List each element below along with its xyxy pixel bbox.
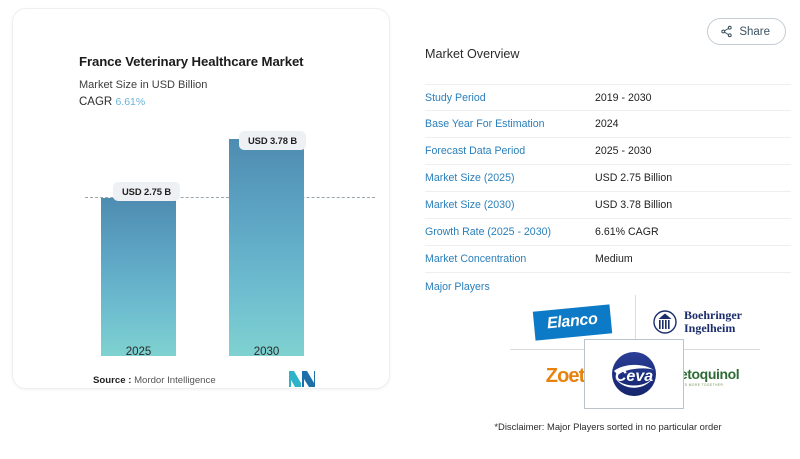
row-value: 6.61% CAGR [595, 226, 659, 238]
row-value: 2025 - 2030 [595, 145, 652, 157]
row-key: Forecast Data Period [425, 145, 526, 157]
right-panel: Share Market Overview Study Period 2019 … [410, 0, 800, 459]
chart-title: France Veterinary Healthcare Market [79, 54, 304, 69]
row-value: 2024 [595, 118, 619, 130]
vetoquinol-tagline: ALWAYS MORE TOGETHER [671, 383, 724, 387]
row-key: Market Concentration [425, 253, 527, 265]
svg-text:Ceva: Ceva [615, 368, 653, 385]
boehringer-text: Boehringer Ingelheim [684, 309, 742, 334]
row-value: USD 2.75 Billion [595, 172, 673, 184]
market-overview-title: Market Overview [425, 47, 520, 61]
bar-2025[interactable] [101, 198, 176, 356]
mordor-intelligence-logo-icon [289, 371, 315, 387]
vetoquinol-text: Vetoquinol [671, 365, 740, 382]
row-key: Growth Rate (2025 - 2030) [425, 226, 552, 238]
cagr-value: 6.61% [115, 96, 146, 108]
x-tick-2025: 2025 [125, 346, 152, 358]
player-cell-ceva: Ceva [584, 339, 684, 409]
bars-container [101, 119, 341, 356]
table-row: Market Size (2025) USD 2.75 Billion [425, 165, 791, 192]
boehringer-line-2: Ingelheim [684, 321, 736, 335]
row-value: USD 3.78 Billion [595, 199, 673, 211]
row-key: Base Year For Estimation [425, 118, 545, 130]
table-row: Market Concentration Medium [425, 246, 791, 273]
market-overview-table: Study Period 2019 - 2030 Base Year For E… [425, 84, 791, 300]
row-value: Medium [595, 253, 633, 265]
boehringer-mark-icon [653, 310, 677, 334]
player-cell-boehringer-ingelheim: Boehringer Ingelheim [635, 295, 760, 349]
source-row: Source : Mordor Intelligence [93, 375, 216, 386]
major-players-grid: Elanco Boehringer Ingelheim [510, 295, 760, 409]
cagr-label: CAGR [79, 96, 113, 108]
share-button-label: Share [739, 25, 770, 38]
bar-label-2030: USD 3.78 B [239, 131, 307, 150]
table-row: Growth Rate (2025 - 2030) 6.61% CAGR [425, 219, 791, 246]
table-row: Market Size (2030) USD 3.78 Billion [425, 192, 791, 219]
elanco-logo-icon: Elanco [532, 303, 613, 341]
row-key: Market Size (2030) [425, 199, 515, 211]
chart-plot-area: USD 2.75 B USD 3.78 B 2025 2030 [13, 9, 391, 390]
row-key: Study Period [425, 91, 486, 104]
boehringer-line-1: Boehringer [684, 308, 742, 323]
row-value: 2019 - 2030 [595, 91, 652, 104]
table-row: Base Year For Estimation 2024 [425, 111, 791, 138]
bar-2030[interactable] [229, 139, 304, 356]
source-name: Mordor Intelligence [134, 375, 216, 386]
table-row: Forecast Data Period 2025 - 2030 [425, 138, 791, 165]
boehringer-ingelheim-logo-icon: Boehringer Ingelheim [653, 309, 742, 334]
chart-cagr: CAGR 6.61% [79, 96, 145, 108]
ceva-logo-icon: Ceva [612, 352, 656, 396]
share-button[interactable]: Share [707, 18, 786, 45]
chart-subtitle: Market Size in USD Billion [79, 79, 208, 91]
table-row: Study Period 2019 - 2030 [425, 84, 791, 111]
x-tick-2030: 2030 [253, 346, 280, 358]
bar-label-2025: USD 2.75 B [113, 182, 181, 201]
source-label: Source : [93, 375, 132, 386]
chart-card: France Veterinary Healthcare Market Mark… [12, 8, 390, 389]
share-nodes-icon [721, 25, 732, 38]
table-row-major-players: Major Players [425, 273, 791, 300]
disclaimer-text: *Disclaimer: Major Players sorted in no … [494, 421, 722, 432]
row-key: Market Size (2025) [425, 172, 515, 184]
row-key: Major Players [425, 280, 490, 293]
